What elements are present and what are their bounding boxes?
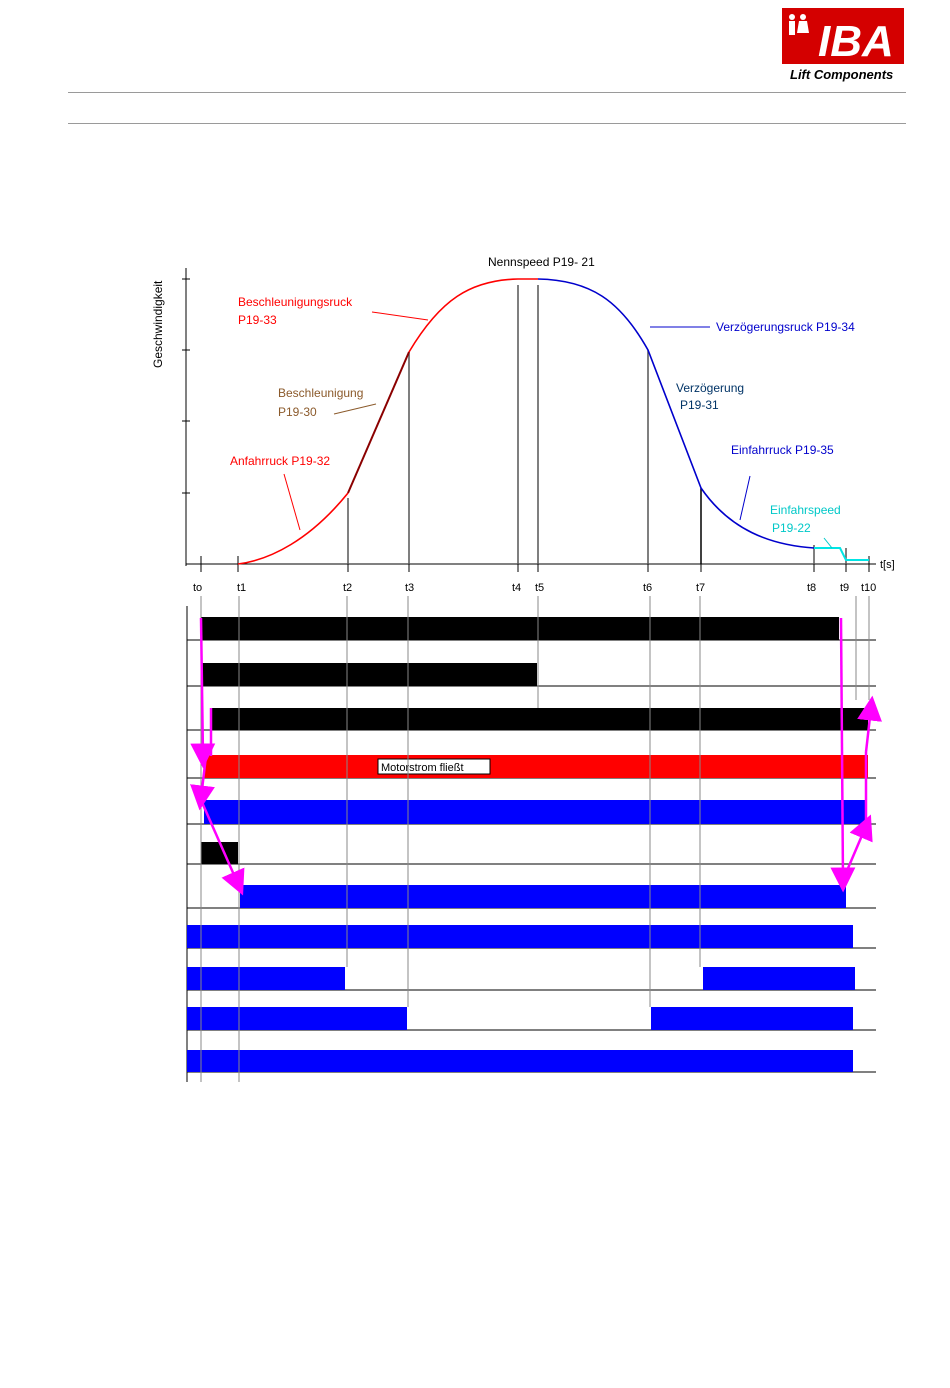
label-einfahrspeed-param: P19-22 (772, 521, 811, 535)
label-beschleunigung-param: P19-30 (278, 405, 317, 419)
iba-logo: IBA Lift Components (782, 8, 904, 82)
curve-einfahrspeed (814, 547, 869, 561)
time-label-t0: to (193, 582, 202, 594)
signal-bar-7 (240, 885, 846, 908)
time-label-t4: t4 (512, 582, 521, 594)
label-beschleunigung: Beschleunigung (278, 386, 363, 400)
label-nennspeed: Nennspeed P19- 21 (488, 255, 595, 269)
curve-anfahrruck (237, 492, 349, 565)
label-beschleunigungsruck-param: P19-33 (238, 313, 277, 327)
signal-bar-9a (187, 967, 345, 990)
time-label-t7: t7 (696, 582, 705, 594)
signal-bar-10b (651, 1007, 853, 1030)
label-verzoegerungsruck: Verzögerungsruck P19-34 (716, 320, 855, 334)
curve-verzoegerung (537, 278, 815, 549)
signal-bar-10a (187, 1007, 407, 1030)
header-rule-bottom (68, 123, 906, 124)
time-label-t3: t3 (405, 582, 414, 594)
time-label-t10: t10 (861, 582, 876, 594)
signal-bar-11 (187, 1050, 853, 1072)
header-rule-top (68, 92, 906, 93)
motorstrom-label-box (377, 758, 491, 775)
leader-anfahrruck (283, 473, 301, 531)
sequence-arrows (190, 617, 883, 896)
curve-beschleunigungsruck (408, 278, 538, 353)
signal-bar-motorstrom (204, 755, 868, 778)
leader-einfahrspeed (823, 537, 833, 549)
motorstrom-label: Motorstrom fließt (381, 762, 464, 774)
leader-einfahrruck (739, 475, 751, 521)
time-label-t5: t5 (535, 582, 544, 594)
signal-bar-1 (201, 617, 839, 640)
label-anfahrruck: Anfahrruck P19-32 (230, 454, 330, 468)
label-einfahrspeed: Einfahrspeed (770, 503, 841, 517)
label-beschleunigungsruck: Beschleunigungsruck (238, 295, 353, 309)
signal-bar-5 (204, 800, 866, 824)
phase-markers (347, 285, 847, 564)
curve-beschleunigung (347, 351, 410, 494)
y-axis-label: Geschwindigkeit (151, 280, 165, 368)
time-label-t1: t1 (237, 582, 246, 594)
label-verzoegerung: Verzögerung (676, 381, 744, 395)
signal-bar-3 (210, 708, 868, 730)
signal-bar-2 (201, 663, 537, 686)
logo-tagline: Lift Components (790, 67, 893, 82)
time-label-t9: t9 (840, 582, 849, 594)
time-label-t6: t6 (643, 582, 652, 594)
speed-y-axis (182, 268, 190, 566)
time-label-t2: t2 (343, 582, 352, 594)
time-label-t8: t8 (807, 582, 816, 594)
label-verzoegerung-param: P19-31 (680, 398, 719, 412)
leader-beschleunigungsruck (371, 311, 429, 321)
signal-bar-8 (187, 925, 853, 948)
logo-brand-text: IBA (818, 17, 894, 66)
x-axis-label: t[s] (880, 559, 895, 571)
signal-bar-9b (703, 967, 855, 990)
label-einfahrruck: Einfahrruck P19-35 (731, 443, 834, 457)
signal-bar-6 (201, 842, 238, 864)
leader-beschleunigung (333, 403, 377, 415)
logo-people-icon (789, 14, 809, 35)
